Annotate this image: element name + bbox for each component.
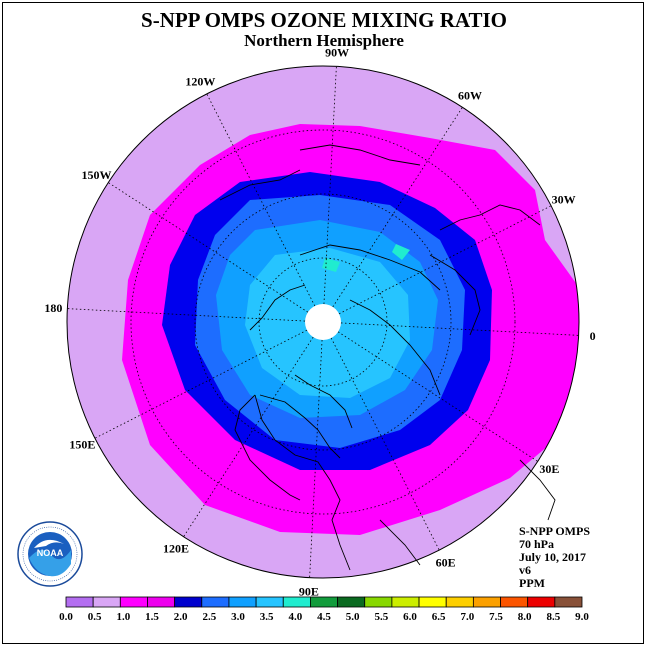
colorbar-swatch	[500, 596, 529, 608]
version-label: v6	[519, 563, 531, 577]
latitude-circle	[194, 193, 452, 451]
units-label: PPM	[519, 576, 545, 590]
longitude-label: 150W	[82, 168, 112, 182]
colorbar-swatch	[201, 596, 230, 608]
colorbar-swatch	[337, 596, 366, 608]
colorbar-swatch	[310, 596, 338, 608]
colorbar-tick-label: 8.5	[546, 611, 560, 623]
colorbar-tick-label: 0.0	[59, 611, 73, 623]
latitude-circle	[258, 257, 388, 387]
noaa-emblem-icon: NOAA	[17, 521, 83, 587]
colorbar-swatch	[92, 596, 121, 608]
longitude-labels: 90E 60E 30E 0 30W 60W 90W 120W 150W 180 150E 120E	[44, 45, 595, 598]
colorbar-tick-label: 1.5	[145, 611, 159, 623]
colorbar-swatch	[282, 596, 311, 608]
colorbar-swatch	[174, 596, 203, 608]
colorbar-tick-label: 6.5	[432, 611, 446, 623]
longitude-label: 60E	[436, 556, 456, 570]
colorbar-tick-label: 9.0	[575, 611, 589, 623]
colorbar-swatch	[418, 596, 447, 608]
colorbar-tick-label: 2.0	[174, 611, 188, 623]
instrument-label: S-NPP OMPS	[519, 524, 590, 538]
coastlines	[219, 144, 556, 571]
pressure-level-label: 70 hPa	[519, 537, 555, 551]
colorbar-tick-label: 6.0	[403, 611, 417, 623]
colorbar-swatch	[147, 596, 176, 608]
date-label: July 10, 2017	[519, 550, 587, 564]
colorbar-tick-label: 7.5	[489, 611, 503, 623]
graticule	[67, 66, 579, 578]
longitude-label: 150E	[69, 438, 95, 452]
colorbar-swatch	[554, 596, 583, 608]
colorbar-swatch	[527, 596, 556, 608]
svg-text:NOAA: NOAA	[37, 548, 64, 558]
longitude-label: 180	[44, 301, 62, 315]
colorbar-swatch	[445, 596, 474, 608]
colorbar-swatch	[472, 596, 501, 608]
longitude-label: 30W	[552, 192, 576, 206]
longitude-label: 60W	[458, 89, 482, 103]
colorbar-swatch	[228, 596, 257, 608]
longitude-label: 0	[590, 329, 596, 343]
noaa-logo: NOAA	[16, 520, 84, 593]
colorbar-tick-label: 0.5	[88, 611, 102, 623]
colorbar-tick-label: 4.0	[288, 611, 302, 623]
colorbar: 0.0 0.5 1.0 1.5 2.0 2.5 3.0 3.5 4.0 4.5 5.0 5.5 6.0 6…	[59, 596, 589, 623]
band-3p5-4p0	[322, 244, 410, 272]
colorbar-tick-label: 3.0	[231, 611, 245, 623]
colorbar-tick-label: 5.5	[374, 611, 388, 623]
colorbar-swatch	[391, 596, 420, 608]
info-panel: S-NPP OMPS 70 hPa July 10, 2017 v6 PPM	[519, 525, 590, 590]
colorbar-tick-label: 3.5	[260, 611, 274, 623]
colorbar-tick-label: 5.0	[346, 611, 360, 623]
map-boundary	[66, 65, 580, 579]
colorbar-tick-label: 8.0	[518, 611, 532, 623]
colorbar-swatch	[65, 596, 94, 608]
pole-missing-data	[305, 304, 341, 340]
map-subtitle: Northern Hemisphere	[244, 31, 404, 50]
map-title: S-NPP OMPS OZONE MIXING RATIO	[141, 8, 507, 32]
longitude-label: 30E	[539, 462, 559, 476]
longitude-label: 90W	[325, 45, 349, 59]
longitude-label: 120E	[163, 541, 189, 555]
colorbar-tick-label: 4.5	[317, 611, 331, 623]
colorbar-swatch	[119, 596, 148, 608]
colorbar-tick-label: 7.0	[460, 611, 474, 623]
longitude-label: 120W	[185, 74, 215, 88]
colorbar-tick-label: 2.5	[202, 611, 216, 623]
colorbar-tick-label: 1.0	[116, 611, 130, 623]
colorbar-swatch	[255, 596, 284, 608]
latitude-circle	[130, 129, 516, 515]
longitude-label: 90E	[299, 585, 319, 599]
colorbar-swatch	[364, 596, 393, 608]
